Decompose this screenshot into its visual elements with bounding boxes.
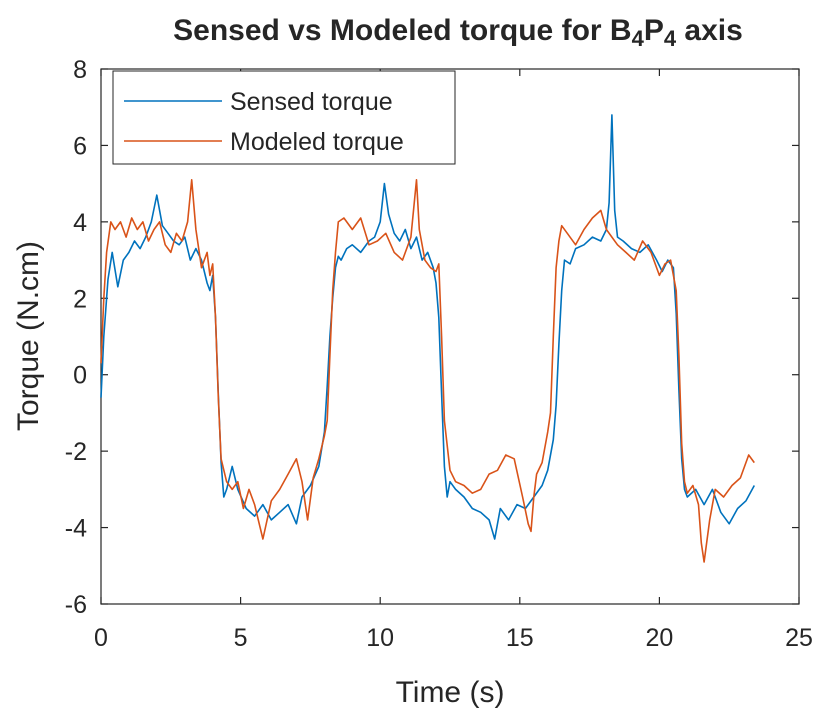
y-tick-label: -6	[65, 591, 87, 619]
legend-label-sensed: Sensed torque	[230, 88, 393, 116]
title-part-title-sub1: 4	[632, 26, 645, 51]
y-tick-label: 8	[73, 56, 87, 84]
legend: Sensed torque Modeled torque	[113, 71, 455, 164]
x-tick-label: 5	[234, 624, 248, 652]
y-tick-label: 4	[73, 209, 87, 237]
legend-label-modeled: Modeled torque	[230, 128, 404, 156]
y-tick-label: 6	[73, 132, 87, 160]
title-part-title: Sensed vs Modeled torque for B	[173, 14, 631, 47]
title-part-title-mid: P	[644, 14, 664, 47]
x-tick-label: 0	[94, 624, 108, 652]
x-tick-label: 10	[366, 624, 394, 652]
x-axis-label: Time (s)	[396, 676, 505, 709]
y-tick-label: 0	[73, 362, 87, 390]
chart-title: Sensed vs Modeled torque for B4P4 axis	[173, 14, 743, 51]
title-part-title-end: axis	[676, 14, 743, 47]
y-tick-label: -4	[65, 515, 87, 543]
title-part-title-sub2: 4	[664, 26, 677, 51]
y-tick-label: -2	[65, 438, 87, 466]
y-axis-label: Torque (N.cm)	[12, 241, 45, 431]
y-tick-label: 2	[73, 285, 87, 313]
x-tick-label: 20	[645, 624, 673, 652]
x-tick-label: 25	[785, 624, 813, 652]
x-tick-label: 15	[506, 624, 534, 652]
